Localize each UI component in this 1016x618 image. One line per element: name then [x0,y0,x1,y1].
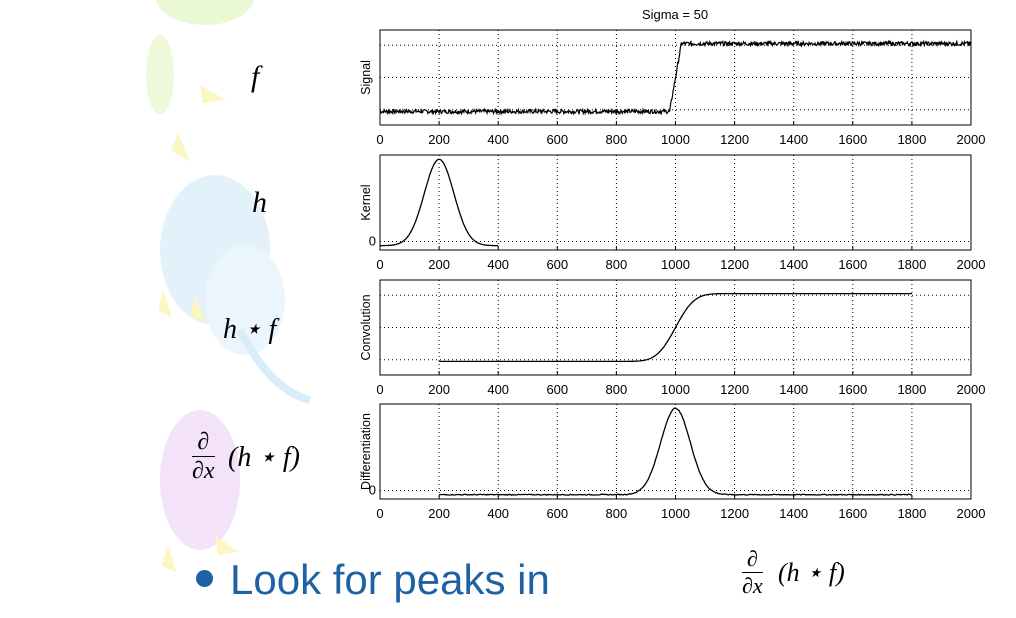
x-tick-label: 1400 [779,132,808,147]
x-tick-label: 400 [487,132,509,147]
x-tick-label: 1200 [720,257,749,272]
x-tick-label: 0 [376,382,383,397]
x-tick-label: 600 [546,382,568,397]
x-tick-label: 1800 [897,257,926,272]
x-tick-label: 1600 [838,382,867,397]
x-tick-label: 600 [546,257,568,272]
x-tick-label: 800 [606,132,628,147]
x-tick-label: 600 [546,506,568,521]
x-tick-label: 2000 [957,506,986,521]
x-tick-label: 400 [487,382,509,397]
y-axis-label: Kernel [359,184,373,220]
x-tick-label: 1200 [720,382,749,397]
x-tick-label: 600 [546,132,568,147]
x-tick-label: 1400 [779,257,808,272]
x-tick-label: 200 [428,257,450,272]
bullet-derivative-numerator: ∂ [746,546,758,571]
convolution-series-line [439,292,912,363]
x-tick-label: 200 [428,382,450,397]
y-axis-label: Convolution [359,294,373,360]
x-tick-label: 0 [376,506,383,521]
x-tick-label: 1000 [661,382,690,397]
label-derivative-fraction: ∂ ∂x [192,430,215,483]
x-tick-label: 1600 [838,132,867,147]
x-tick-label: 1200 [720,132,749,147]
x-tick-label: 2000 [957,132,986,147]
x-tick-label: 1800 [897,132,926,147]
x-tick-label: 1600 [838,506,867,521]
chart-stack: Sigma = 50 0 200 400 600 800 1000 1200 1400 1600… [359,7,986,521]
signal-series-line [379,39,972,116]
y-axis-label: Differentiation [359,413,373,490]
y-tick-label: 0 [369,482,376,497]
x-tick-label: 0 [376,132,383,147]
label-h-star-f: h ⋆ f [223,314,277,345]
x-tick-label: 1600 [838,257,867,272]
x-tick-label: 800 [606,257,628,272]
bullet-derivative-fraction: ∂ ∂x [742,548,763,597]
chart-title: Sigma = 50 [642,7,708,22]
bullet-dot-icon [196,570,213,588]
label-f: f [251,60,260,93]
label-derivative-expr: (h ⋆ f) [228,442,300,473]
x-tick-label: 1000 [661,506,690,521]
bullet-derivative-denominator: ∂x [742,573,763,598]
x-tick-label: 1400 [779,382,808,397]
y-axis-label: Signal [359,60,373,95]
x-tick-label: 1000 [661,257,690,272]
x-tick-label: 1800 [897,506,926,521]
x-tick-label: 1800 [897,382,926,397]
derivative-denominator: ∂x [192,458,215,484]
x-tick-label: 800 [606,382,628,397]
x-tick-label: 800 [606,506,628,521]
x-tick-label: 2000 [957,257,986,272]
derivative-numerator: ∂ [197,429,210,455]
bullet-derivative-expr: (h ⋆ f) [778,558,845,587]
x-tick-label: 0 [376,257,383,272]
x-tick-label: 1200 [720,506,749,521]
y-tick-label: 0 [369,233,376,248]
bullet-text: Look for peaks in [230,556,550,603]
x-tick-label: 400 [487,506,509,521]
x-tick-label: 2000 [957,382,986,397]
x-tick-label: 200 [428,132,450,147]
x-tick-label: 200 [428,506,450,521]
kernel-series-line [379,158,499,247]
derivative-series-line [438,407,912,496]
label-h: h [252,186,267,219]
x-tick-label: 400 [487,257,509,272]
x-tick-label: 1400 [779,506,808,521]
x-tick-label: 1000 [661,132,690,147]
bullet-item: Look for peaks in [196,556,550,604]
